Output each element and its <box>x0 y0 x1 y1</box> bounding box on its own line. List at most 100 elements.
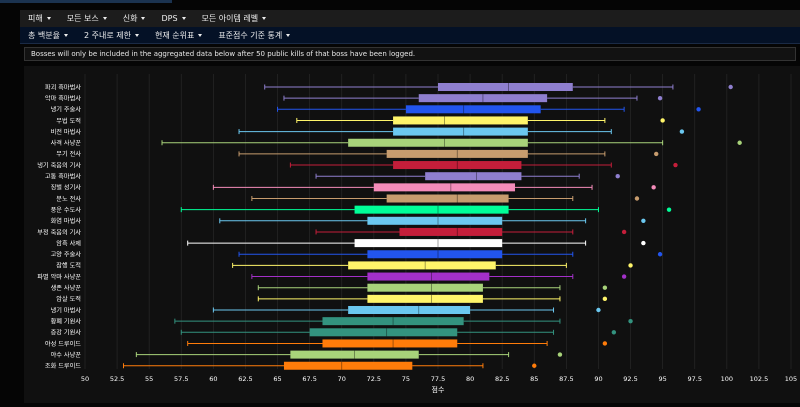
boss-dropdown[interactable]: 모든 보스 <box>59 10 115 27</box>
notice-banner: Bosses will only be included in the aggr… <box>24 47 796 61</box>
leaderboard-dropdown[interactable]: 현재 순위표 <box>147 27 210 43</box>
box-19 <box>257 294 608 303</box>
y-label: 비전 마법사 <box>51 128 82 136</box>
box-body <box>418 94 548 103</box>
outlier-point <box>602 296 608 302</box>
outlier-point <box>696 107 701 112</box>
box-body <box>290 350 419 359</box>
outlier-point <box>532 363 537 368</box>
item-level-dropdown-label: 모든 아이템 레벨 <box>201 14 259 23</box>
x-tick-label: 85 <box>530 375 538 383</box>
box-body <box>386 194 509 203</box>
percentile-dropdown-label: 총 백분율 <box>28 30 60 40</box>
y-label: 고통 흑마법사 <box>45 173 81 181</box>
x-tick-label: 92.5 <box>623 375 637 383</box>
x-tick-label: 90 <box>594 375 602 383</box>
box-21 <box>174 317 633 326</box>
x-tick-label: 75 <box>402 375 410 383</box>
chart-panel: 파괴 흑마법사 악마 흑마법사 냉기 주술사 무법 도적 비전 마법사 사격 사냥꾼 무기 … <box>24 66 800 403</box>
box-body <box>354 239 503 248</box>
box-22 <box>180 328 617 337</box>
box-17 <box>251 272 627 281</box>
outlier-point <box>641 218 646 223</box>
y-label: 무기 전사 <box>56 150 81 158</box>
box-12 <box>219 216 646 225</box>
box-4 <box>238 127 685 136</box>
box-body <box>438 83 573 91</box>
x-tick-label: 65 <box>273 375 281 383</box>
box-body <box>367 216 503 225</box>
outlier-point <box>654 151 659 157</box>
y-label: 무법 도적 <box>56 117 81 125</box>
x-tick-label: 97.5 <box>687 375 701 383</box>
y-label: 징벌 성기사 <box>51 184 82 192</box>
y-label: 사격 사냥꾼 <box>51 139 82 147</box>
x-tick-label: 70 <box>338 375 346 383</box>
box-body <box>367 272 490 281</box>
chevron-down-icon <box>262 17 267 20</box>
box-body <box>322 339 458 348</box>
chevron-down-icon <box>286 33 291 37</box>
y-label: 고양 주술사 <box>51 251 82 259</box>
x-tick-label: 80 <box>466 375 474 383</box>
difficulty-dropdown[interactable]: 신화 <box>115 10 154 27</box>
box-23 <box>187 339 608 348</box>
time-limit-dropdown[interactable]: 2 주내로 제한 <box>76 27 147 43</box>
outlier-point <box>596 307 601 313</box>
y-label: 잠행 도적 <box>56 262 81 270</box>
outlier-point <box>657 95 663 101</box>
box-body <box>367 250 503 259</box>
box-7 <box>289 161 678 170</box>
notice-text: Bosses will only be included in the aggr… <box>31 50 416 58</box>
outlier-point <box>737 140 742 145</box>
y-label: 분노 전사 <box>56 195 81 203</box>
x-tick-label: 82.5 <box>495 375 509 383</box>
box-2 <box>277 105 701 114</box>
top-accent <box>0 0 172 3</box>
x-axis-label: 점수 <box>432 386 445 394</box>
outlier-point <box>628 318 633 324</box>
role-dropdown[interactable]: DPS <box>153 10 193 27</box>
box-5 <box>161 138 742 147</box>
metric-dropdown[interactable]: 피해 <box>20 10 59 27</box>
x-tick-label: 60 <box>209 375 217 383</box>
y-label: 야성 드루이드 <box>45 340 81 348</box>
outlier-point <box>660 118 665 123</box>
y-label: 생존 사냥꾼 <box>51 284 82 292</box>
percentile-dropdown[interactable]: 총 백분율 <box>20 27 76 43</box>
box-body <box>322 317 464 326</box>
box-25 <box>123 361 537 370</box>
y-label: 풍운 수도사 <box>51 206 82 214</box>
box-24 <box>135 350 563 359</box>
box-body <box>283 361 413 370</box>
chevron-down-icon <box>198 33 203 37</box>
chevron-down-icon <box>63 33 68 37</box>
outlier-point <box>651 185 656 190</box>
outlier-point <box>602 341 608 346</box>
y-label: 야수 사냥꾼 <box>51 351 82 359</box>
x-tick-label: 55 <box>145 375 153 383</box>
y-label: 황폐 기원사 <box>51 317 82 325</box>
box-body <box>367 283 483 292</box>
item-level-dropdown[interactable]: 모든 아이템 레벨 <box>194 10 275 27</box>
y-label: 냉기 주술사 <box>51 106 82 114</box>
top-strip <box>0 0 800 8</box>
box-body <box>393 116 528 125</box>
box-11 <box>180 205 672 214</box>
y-label: 부정 죽음의 기사 <box>37 228 81 236</box>
x-tick-label: 77.5 <box>431 375 445 383</box>
x-axis-ticks: 50 52.5 55 57.5 60 62.5 65 67.5 70 72.5 75 77.5 80 82… <box>81 375 797 383</box>
outlier-point <box>602 285 608 290</box>
box-body <box>393 127 528 136</box>
stat-mode-dropdown[interactable]: 표준점수 기준 통계 <box>210 27 298 43</box>
box-16 <box>232 261 633 270</box>
y-label: 냉기 마법사 <box>51 306 82 314</box>
box-body <box>348 138 528 147</box>
box-20 <box>212 306 601 314</box>
x-tick-label: 57.5 <box>174 375 188 383</box>
y-label: 증강 기원사 <box>51 329 82 337</box>
outlier-point <box>728 84 733 90</box>
x-tick-label: 50 <box>81 375 89 383</box>
box-18 <box>257 283 608 292</box>
chevron-down-icon <box>141 17 146 20</box>
